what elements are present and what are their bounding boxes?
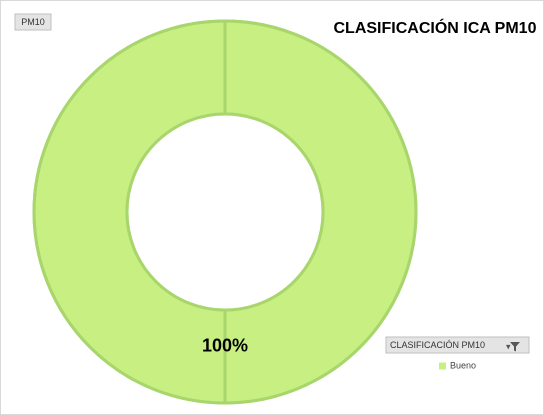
field-button-label: PM10: [21, 17, 45, 27]
legend-title: CLASIFICACIÓN PM10: [390, 340, 485, 350]
chart-title: CLASIFICACIÓN ICA PM10: [334, 18, 537, 37]
filter-icon: [510, 342, 520, 352]
legend-field-button[interactable]: [385, 336, 530, 354]
field-button[interactable]: [14, 13, 52, 31]
data-label: 100%: [202, 335, 248, 355]
legend-label: Bueno: [450, 360, 476, 370]
slice-edge: [125, 112, 325, 312]
slice-edge: [32, 19, 418, 405]
dropdown-icon: ▾: [506, 341, 511, 351]
legend-swatch: [439, 362, 446, 370]
